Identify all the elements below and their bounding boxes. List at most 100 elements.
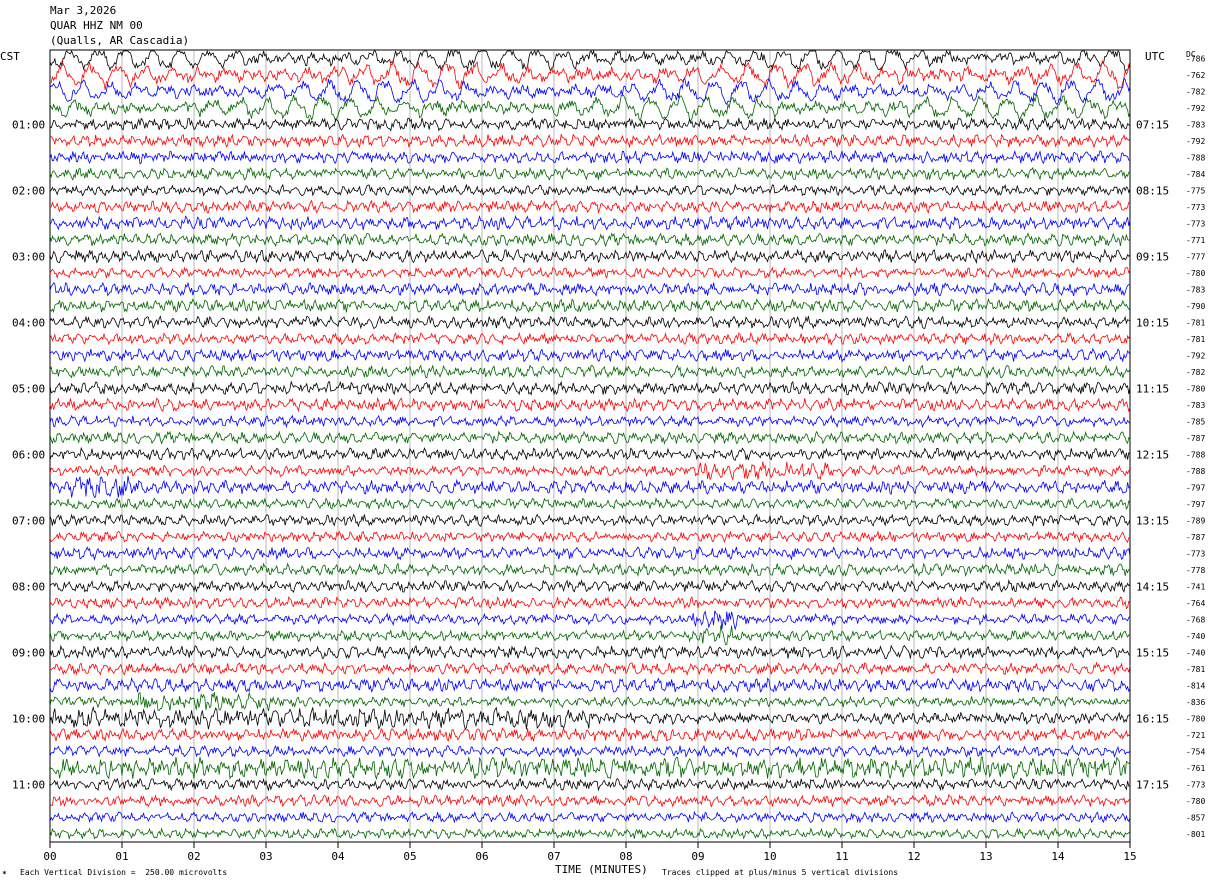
dc-header: DC: [1186, 50, 1196, 59]
seismic-trace: [49, 777, 1131, 792]
x-tick-label: 09: [691, 850, 704, 863]
seismic-trace: [49, 183, 1131, 197]
seismic-trace: [49, 133, 1131, 149]
right-hour-label: 09:15: [1136, 250, 1169, 263]
clip-note: Traces clipped at plus/minus 5 vertical …: [662, 868, 899, 877]
x-tick-label: 03: [259, 850, 272, 863]
dc-offset-label: -787: [1186, 434, 1205, 443]
right-hour-label: 16:15: [1136, 712, 1169, 725]
scale-icon: ✶: [2, 868, 7, 877]
x-tick-label: 04: [331, 850, 345, 863]
left-hour-label: 01:00: [12, 118, 45, 131]
dc-offset-label: -787: [1186, 533, 1205, 542]
seismic-trace: [49, 461, 1131, 481]
dc-offset-label: -797: [1186, 483, 1205, 492]
seismic-trace: [49, 692, 1131, 712]
seismic-trace: [49, 756, 1131, 781]
right-hour-label: 11:15: [1136, 382, 1169, 395]
dc-offset-label: -788: [1186, 450, 1205, 459]
seismic-trace: [49, 545, 1131, 561]
dc-offset-label: -785: [1186, 417, 1205, 426]
dc-offset-label: -792: [1186, 137, 1205, 146]
dc-offset-label: -773: [1186, 219, 1205, 228]
left-timezone: CST: [0, 50, 20, 63]
right-hour-label: 13:15: [1136, 514, 1169, 527]
x-tick-label: 08: [619, 850, 632, 863]
dc-offset-label: -740: [1186, 648, 1205, 657]
seismic-trace: [49, 76, 1131, 106]
dc-offset-label: -790: [1186, 302, 1205, 311]
x-tick-label: 13: [979, 850, 992, 863]
dc-offset-label: -778: [1186, 566, 1205, 575]
dc-offset-label: -788: [1186, 467, 1205, 476]
seismic-trace: [49, 530, 1131, 544]
seismic-trace: [49, 661, 1131, 677]
seismic-trace: [49, 380, 1131, 396]
seismic-trace: [49, 49, 1131, 73]
station-location: (Qualls, AR Cascadia): [50, 34, 190, 47]
seismic-trace: [49, 347, 1131, 363]
seismic-trace: [49, 475, 1131, 498]
left-hour-label: 07:00: [12, 514, 45, 527]
right-hour-label: 10:15: [1136, 316, 1169, 329]
seismic-trace: [49, 166, 1131, 181]
seismic-trace: [49, 430, 1131, 446]
seismic-trace: [49, 397, 1131, 413]
left-hour-label: 10:00: [12, 712, 45, 725]
x-tick-label: 06: [475, 850, 488, 863]
dc-offset-label: -771: [1186, 236, 1205, 245]
dc-offset-label: -764: [1186, 599, 1205, 608]
right-hour-label: 07:15: [1136, 118, 1169, 131]
x-tick-label: 02: [187, 850, 200, 863]
dc-offset-label: -773: [1186, 203, 1205, 212]
dc-offset-label: -781: [1186, 318, 1205, 327]
seismic-trace: [49, 579, 1131, 594]
seismic-trace: [49, 232, 1131, 248]
dc-offset-label: -741: [1186, 582, 1205, 591]
x-tick-label: 10: [763, 850, 776, 863]
dc-offset-label: -801: [1186, 830, 1205, 839]
x-tick-label: 12: [907, 850, 920, 863]
dc-offset-label: -782: [1186, 368, 1205, 377]
seismic-trace: [49, 676, 1131, 694]
scale-note: Each Vertical Division = 250.00 microvol…: [20, 868, 228, 877]
x-tick-label: 01: [115, 850, 128, 863]
x-axis-title: TIME (MINUTES): [555, 863, 648, 876]
seismic-trace: [49, 199, 1131, 214]
left-hour-label: 03:00: [12, 250, 45, 263]
x-tick-label: 05: [403, 850, 416, 863]
dc-offset-label: -781: [1186, 335, 1205, 344]
dc-offset-label: -782: [1186, 87, 1205, 96]
left-hour-label: 09:00: [12, 646, 45, 659]
seismic-trace: [49, 744, 1131, 759]
seismic-trace: [49, 497, 1131, 511]
seismic-trace: [49, 810, 1131, 824]
seismic-trace: [49, 298, 1131, 314]
dc-offset-label: -781: [1186, 665, 1205, 674]
seismic-trace: [49, 266, 1131, 280]
dc-offset-label: -761: [1186, 764, 1205, 773]
x-tick-label: 14: [1051, 850, 1065, 863]
right-hour-label: 14:15: [1136, 580, 1169, 593]
dc-offset-label: -783: [1186, 120, 1205, 129]
dc-offset-label: -780: [1186, 384, 1205, 393]
dc-offset-label: -789: [1186, 516, 1205, 525]
dc-offset-label: -780: [1186, 269, 1205, 278]
seismic-trace: [49, 793, 1131, 808]
dc-offset-label: -836: [1186, 698, 1205, 707]
plot-frame: [49, 49, 1131, 843]
dc-offset-label: -773: [1186, 549, 1205, 558]
right-hour-label: 15:15: [1136, 646, 1169, 659]
seismic-trace: [49, 59, 1131, 90]
right-timezone: UTC: [1145, 50, 1165, 63]
seismic-trace: [49, 248, 1131, 265]
left-hour-label: 02:00: [12, 184, 45, 197]
seismic-trace: [49, 644, 1131, 661]
seismic-trace: [49, 610, 1131, 631]
seismic-trace: [49, 827, 1131, 841]
seismic-trace: [49, 149, 1131, 165]
x-tick-label: 00: [43, 850, 56, 863]
dc-offset-label: -814: [1186, 681, 1205, 690]
dc-offset-label: -721: [1186, 731, 1205, 740]
